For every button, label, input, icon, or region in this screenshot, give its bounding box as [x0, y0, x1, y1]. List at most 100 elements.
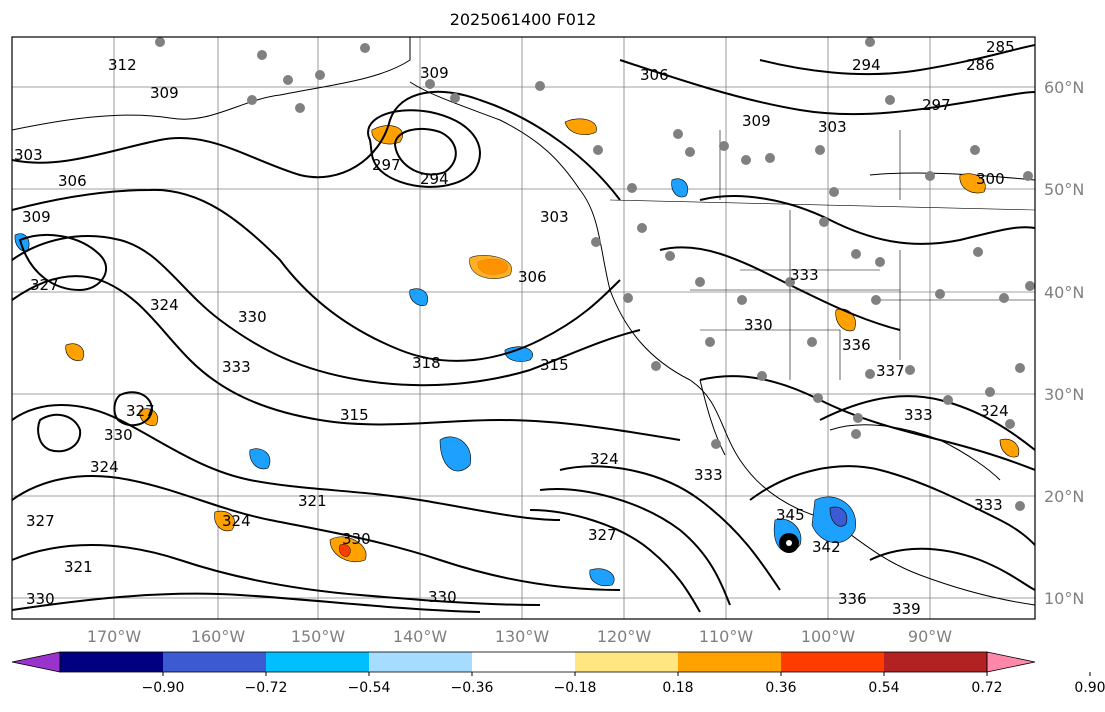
contour-label: 330 [104, 426, 133, 444]
contour-label: 327 [30, 276, 59, 294]
contour-label: 324 [90, 458, 119, 476]
contour-label: 333 [694, 466, 723, 484]
colorbar-bin [575, 652, 678, 672]
lat-tick-label: 20°N [1044, 487, 1084, 506]
colorbar-tick-label: 0.90 [1074, 680, 1105, 696]
colorbar-tick-label: −0.18 [554, 680, 597, 696]
colorbar-tick-label: 0.36 [765, 680, 796, 696]
fill-patch [249, 448, 271, 470]
contour-label: 286 [966, 56, 995, 74]
contour-label: 324 [980, 402, 1009, 420]
contour-label: 315 [540, 356, 569, 374]
contour-label: 324 [590, 450, 619, 468]
fill-patch [829, 506, 848, 527]
lat-tick-label: 60°N [1044, 78, 1084, 97]
contour-label: 333 [974, 496, 1003, 514]
colorbar: −0.90 −0.72 −0.54 −0.36 −0.18 0.18 0.36 0.54 0.7… [11, 651, 1105, 696]
lon-tick-label: 90°W [908, 627, 952, 646]
colorbar-tick-label: 0.72 [971, 680, 1002, 696]
contour-label: 285 [986, 38, 1015, 56]
fill-patch [589, 568, 615, 587]
colorbar-extend-low [11, 651, 61, 673]
colorbar-bin [266, 652, 369, 672]
contour-label: 330 [744, 316, 773, 334]
contour-label: 333 [222, 358, 251, 376]
contour-label: 303 [14, 146, 43, 164]
contour-label: 330 [26, 590, 55, 608]
contour-label: 312 [108, 56, 137, 74]
station-dots [155, 37, 1035, 511]
fill-patch [835, 308, 856, 332]
contour-label: 294 [852, 56, 881, 74]
longitude-axis: 170°W 160°W 150°W 140°W 130°W 120°W 110°… [87, 627, 952, 646]
fill-patch [504, 346, 533, 362]
contour-label: 309 [420, 64, 449, 82]
contour-label: 333 [790, 266, 819, 284]
contour-label: 300 [976, 170, 1005, 188]
lon-tick-label: 100°W [801, 627, 856, 646]
fill-patch [999, 438, 1020, 458]
colorbar-bin [884, 652, 987, 672]
colorbar-bin [60, 652, 163, 672]
storm-center-icon [779, 533, 799, 553]
fill-patch [469, 255, 512, 279]
contour-label: 324 [222, 512, 251, 530]
contour-lines [12, 44, 1035, 613]
contour-label: 330 [342, 530, 371, 548]
contour-label: 303 [818, 118, 847, 136]
colorbar-bin [163, 652, 266, 672]
fill-patch [214, 510, 235, 532]
map-border [11, 36, 1036, 620]
lon-tick-label: 170°W [87, 627, 142, 646]
colorbar-outline [59, 651, 988, 673]
fill-patch [671, 178, 689, 198]
fill-patch [409, 288, 429, 306]
map-title: 2025061400 F012 [449, 10, 597, 29]
colorbar-tick-label: −0.72 [245, 680, 288, 696]
contour-label: 318 [412, 354, 441, 372]
contour-label: 303 [540, 208, 569, 226]
lon-tick-label: 120°W [597, 627, 652, 646]
colorbar-bin [472, 652, 575, 672]
contour-label: 330 [428, 588, 457, 606]
graticule [12, 37, 1035, 619]
lon-tick-label: 130°W [495, 627, 550, 646]
contour-label: 327 [126, 402, 155, 420]
fill-patch [65, 343, 85, 361]
contour-label: 321 [64, 558, 93, 576]
lat-tick-label: 50°N [1044, 180, 1084, 199]
lon-tick-label: 160°W [191, 627, 246, 646]
contour-label: 297 [372, 156, 401, 174]
colorbar-tick-label: 0.18 [662, 680, 693, 696]
contour-label: 336 [838, 590, 867, 608]
contour-label: 327 [588, 526, 617, 544]
fill-patch [564, 118, 597, 135]
contour-label: 306 [58, 172, 87, 190]
contour-label: 309 [150, 84, 179, 102]
colorbar-bin [369, 652, 472, 672]
lat-tick-label: 30°N [1044, 385, 1084, 404]
colorbar-extend-high [986, 651, 1036, 673]
fill-patch [339, 544, 351, 557]
map-panel [12, 37, 1035, 619]
contour-label: 327 [26, 512, 55, 530]
contour-label: 345 [776, 506, 805, 524]
colorbar-bin [781, 652, 884, 672]
lon-tick-label: 150°W [291, 627, 346, 646]
colorbar-tick-label: −0.90 [142, 680, 185, 696]
lon-tick-label: 110°W [699, 627, 754, 646]
contour-label: 330 [238, 308, 267, 326]
fill-patch [959, 173, 986, 194]
contour-label: 342 [812, 538, 841, 556]
contour-label: 321 [298, 492, 327, 510]
lon-tick-label: 140°W [393, 627, 448, 646]
contour-label: 333 [904, 406, 933, 424]
contour-label: 309 [22, 208, 51, 226]
contour-label: 337 [876, 362, 905, 380]
contour-label: 297 [922, 96, 951, 114]
lat-tick-label: 10°N [1044, 589, 1084, 608]
contour-label: 324 [150, 296, 179, 314]
fill-patch [439, 436, 472, 472]
contour-label: 306 [640, 66, 669, 84]
